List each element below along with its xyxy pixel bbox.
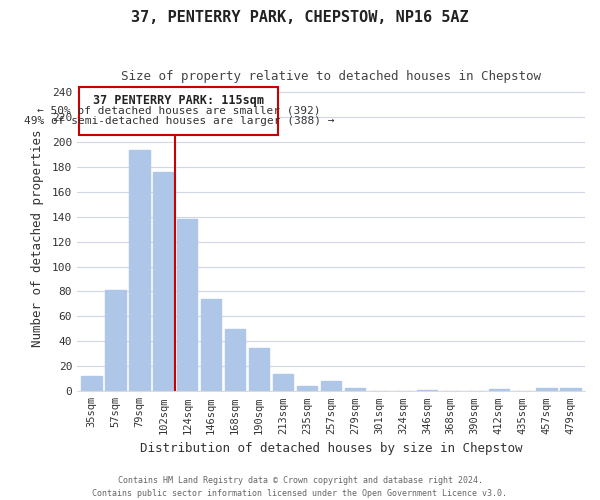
FancyBboxPatch shape [79, 87, 278, 136]
Bar [488, 389, 509, 392]
Bar [129, 150, 149, 392]
Text: 49% of semi-detached houses are larger (388) →: 49% of semi-detached houses are larger (… [23, 116, 334, 126]
Bar [249, 348, 269, 392]
Y-axis label: Number of detached properties: Number of detached properties [31, 130, 44, 347]
Bar [345, 388, 365, 392]
Bar [225, 329, 245, 392]
Text: 37, PENTERRY PARK, CHEPSTOW, NP16 5AZ: 37, PENTERRY PARK, CHEPSTOW, NP16 5AZ [131, 10, 469, 25]
Text: Contains HM Land Registry data © Crown copyright and database right 2024.
Contai: Contains HM Land Registry data © Crown c… [92, 476, 508, 498]
Bar [321, 382, 341, 392]
Bar [81, 376, 101, 392]
Text: ← 50% of detached houses are smaller (392): ← 50% of detached houses are smaller (39… [37, 106, 320, 116]
Bar [273, 374, 293, 392]
Title: Size of property relative to detached houses in Chepstow: Size of property relative to detached ho… [121, 70, 541, 83]
Bar [153, 172, 173, 392]
Bar [297, 386, 317, 392]
Bar [536, 388, 557, 392]
Bar [177, 219, 197, 392]
X-axis label: Distribution of detached houses by size in Chepstow: Distribution of detached houses by size … [140, 442, 522, 455]
Bar [201, 299, 221, 392]
Bar [416, 390, 437, 392]
Bar [560, 388, 581, 392]
Bar [105, 290, 125, 392]
Text: 37 PENTERRY PARK: 115sqm: 37 PENTERRY PARK: 115sqm [94, 94, 265, 108]
